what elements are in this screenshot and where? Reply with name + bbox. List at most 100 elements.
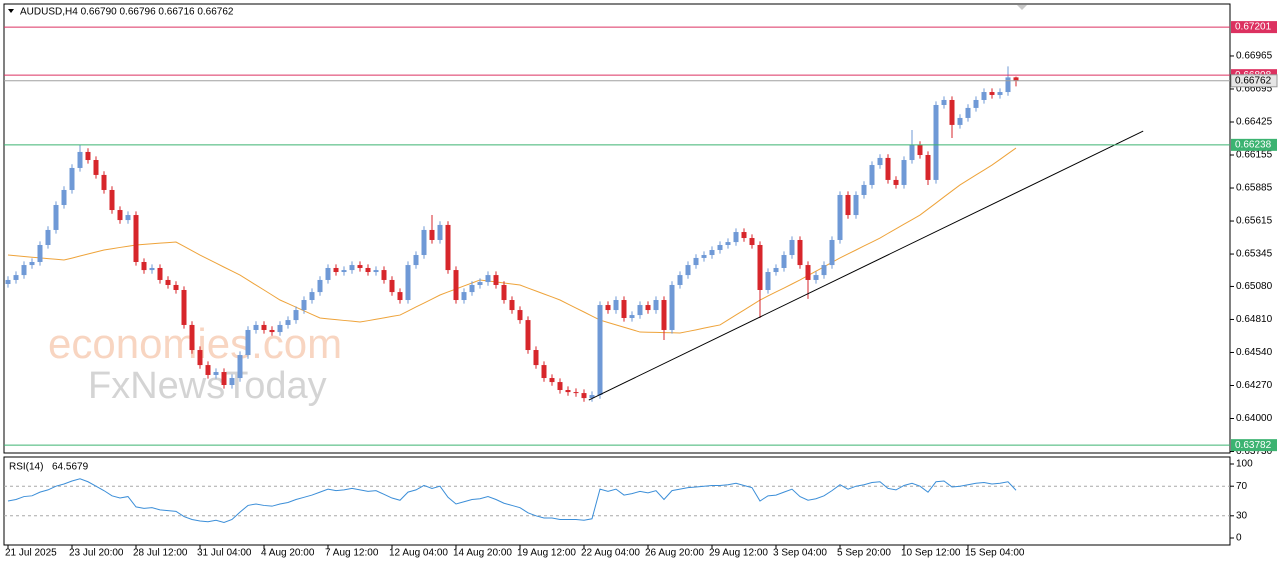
- candle-body: [661, 300, 667, 330]
- candle-body: [1005, 77, 1011, 93]
- candle-body: [157, 267, 163, 280]
- y-tick-label: 0.63730: [1236, 446, 1273, 457]
- candle-body: [341, 270, 347, 273]
- candle-body: [749, 238, 755, 245]
- watermark: economies.com FxNewsToday: [48, 320, 342, 407]
- candle-body: [669, 284, 675, 330]
- candle-body: [181, 289, 187, 325]
- candle-body: [269, 329, 275, 333]
- candle-body: [557, 382, 563, 391]
- candle-body: [725, 242, 731, 245]
- candle-body: [917, 144, 923, 156]
- y-tick-label: 70: [1236, 481, 1248, 492]
- x-tick-label: 19 Aug 12:00: [517, 548, 576, 559]
- candle-body: [325, 267, 331, 280]
- y-tick-label: 0.64540: [1236, 347, 1273, 358]
- candle-body: [621, 300, 627, 318]
- candle-body: [781, 255, 787, 268]
- candle-body: [493, 275, 499, 285]
- x-tick-label: 4 Aug 20:00: [261, 548, 315, 559]
- y-tick-label: 0.66695: [1236, 84, 1273, 95]
- candle-body: [477, 282, 483, 285]
- y-tick-label: 0.64000: [1236, 413, 1273, 424]
- candle-body: [973, 99, 979, 108]
- x-tick-label: 26 Aug 20:00: [645, 548, 704, 559]
- candle-body: [829, 239, 835, 266]
- x-tick-label: 23 Jul 20:00: [69, 548, 124, 559]
- x-tick-label: 31 Jul 04:00: [197, 548, 252, 559]
- candle-body: [861, 184, 867, 195]
- x-tick-label: 12 Aug 04:00: [389, 548, 448, 559]
- candle-body: [869, 165, 875, 185]
- candle-body: [741, 232, 747, 239]
- y-tick-label: 0.65885: [1236, 183, 1273, 194]
- candle-body: [141, 261, 147, 271]
- candle-body: [125, 215, 131, 221]
- price-level-tag: [1231, 439, 1277, 452]
- current-price-label: 0.66762: [1235, 75, 1272, 86]
- candle-body: [997, 92, 1003, 95]
- candle-body: [549, 378, 555, 383]
- candle-body: [885, 157, 891, 180]
- candle-body: [845, 194, 851, 216]
- candle-body: [957, 117, 963, 125]
- candle-body: [69, 167, 75, 190]
- candle-body: [301, 300, 307, 311]
- candle-body: [525, 320, 531, 351]
- candle-body: [277, 324, 283, 333]
- candle-body: [853, 194, 859, 216]
- candle-body: [821, 265, 827, 276]
- candle-body: [245, 329, 251, 356]
- collapse-marker[interactable]: [8, 9, 14, 13]
- rsi-panel-frame: [3, 456, 1231, 546]
- moving-average: [7, 147, 1017, 334]
- candle-body: [229, 378, 235, 385]
- chart-title: AUDUSD,H4 0.66790 0.66796 0.66716 0.6676…: [20, 7, 234, 18]
- candle-body: [293, 310, 299, 321]
- candle-body: [533, 350, 539, 366]
- price-level-tag: [1231, 138, 1277, 151]
- current-price-tag: [1230, 74, 1278, 88]
- candle-body: [37, 244, 43, 262]
- candle-body: [693, 257, 699, 266]
- candle-body: [989, 92, 995, 95]
- x-tick-label: 29 Aug 12:00: [709, 548, 768, 559]
- shift-marker: [1017, 5, 1027, 10]
- candle-body: [205, 365, 211, 375]
- candle-body: [53, 205, 59, 230]
- candle-body: [317, 279, 323, 293]
- candle-body: [597, 305, 603, 396]
- candle-body: [773, 267, 779, 273]
- candle-body: [349, 265, 355, 271]
- x-tick-label: 14 Aug 20:00: [453, 548, 512, 559]
- candle-body: [445, 224, 451, 271]
- candle-body: [733, 232, 739, 243]
- x-tick-label: 3 Sep 04:00: [773, 548, 827, 559]
- candle-body: [605, 305, 611, 311]
- candle-body: [765, 272, 771, 290]
- candle-body: [93, 160, 99, 175]
- x-tick-label: 22 Aug 04:00: [581, 548, 640, 559]
- candle-body: [501, 284, 507, 301]
- y-tick-label: 0.66155: [1236, 150, 1273, 161]
- candle-body: [461, 292, 467, 301]
- candle-body: [29, 261, 35, 266]
- candle-body: [613, 300, 619, 311]
- candle-body: [333, 267, 339, 273]
- x-tick-label: 21 Jul 2025: [5, 548, 57, 559]
- candle-body: [213, 372, 219, 375]
- candle-body: [421, 229, 427, 256]
- candle-body: [925, 155, 931, 180]
- y-tick-label: 0.66965: [1236, 51, 1273, 62]
- candle-body: [397, 292, 403, 301]
- candle-body: [573, 392, 579, 394]
- y-tick-label: 0.66425: [1236, 117, 1273, 128]
- candle-body: [893, 179, 899, 185]
- candle-body: [701, 255, 707, 258]
- price-panel-frame: [3, 3, 1231, 454]
- candle-body: [389, 279, 395, 293]
- candle-body: [541, 365, 547, 379]
- rsi-current-value: 64.5679: [52, 462, 89, 473]
- y-tick-label: 0.64270: [1236, 380, 1273, 391]
